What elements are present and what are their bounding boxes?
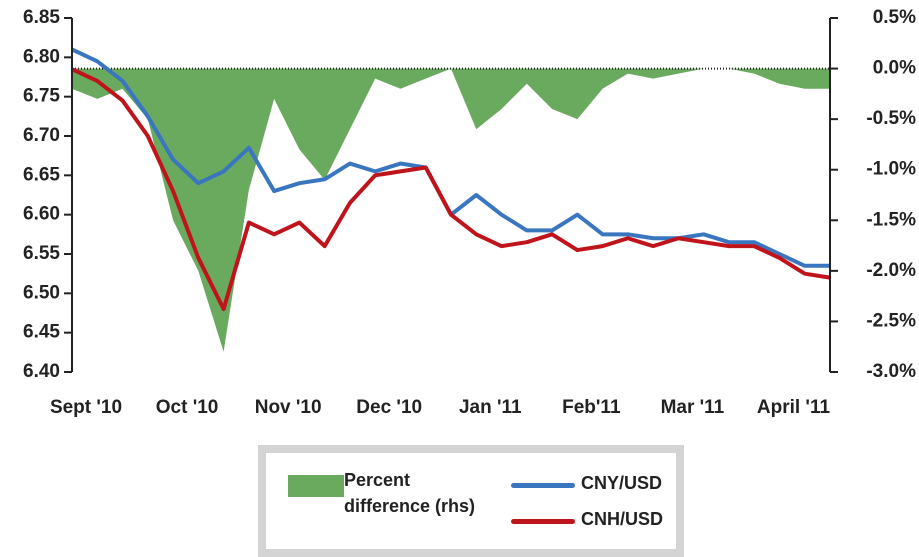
x-tick-label: Mar '11 [661,397,725,418]
x-tick-label: Feb'11 [562,397,621,418]
legend-label: CNH/USD [581,509,664,529]
y-tick-label: 6.45 [23,322,60,343]
y-tick-label: 6.70 [23,125,60,146]
y-tick-label: 6.80 [23,46,60,67]
y-tick-label: 6.85 [23,7,60,28]
legend-label: Percent difference (rhs) [344,470,476,516]
y2-tick-label: 0.5% [873,7,916,28]
y-tick-label: 6.55 [23,243,60,264]
x-tick-label: Dec '10 [356,397,422,418]
y2-tick-label: 0.0% [873,58,916,79]
x-tick-label: Sept '10 [50,397,122,418]
y-tick-label: 6.60 [23,204,60,225]
x-tick-label: Jan '11 [459,397,522,418]
y2-tick-label: -0.5% [866,108,916,129]
legend-swatch [288,475,344,497]
legend-swatch [511,519,575,524]
x-tick-label: Nov '10 [255,397,322,418]
area [72,68,830,352]
x-tick-label: Oct '10 [156,397,219,418]
chart: 6.40 6.45 6.50 6.55 6.60 6.65 6.70 6.75 6.80 6.85… [23,7,916,418]
legend: Percent difference (rhs) CNY/USD CNH/USD [258,445,684,557]
x-tick-label: April '11 [757,397,831,418]
legend-label: CNY/USD [581,473,663,493]
y2-tick-label: -2.5% [866,310,916,331]
y2-tick-label: -1.0% [866,159,916,180]
line [71,67,831,312]
legend-swatch [511,483,575,488]
y2-tick-label: -1.5% [866,209,916,230]
y-tick-label: 6.75 [23,86,60,107]
y2-tick-label: -2.0% [866,260,916,281]
y-tick-label: 6.50 [23,282,60,303]
y2-tick-label: -3.0% [866,361,916,382]
y-tick-label: 6.65 [23,164,60,185]
y-tick-label: 6.40 [23,361,60,382]
